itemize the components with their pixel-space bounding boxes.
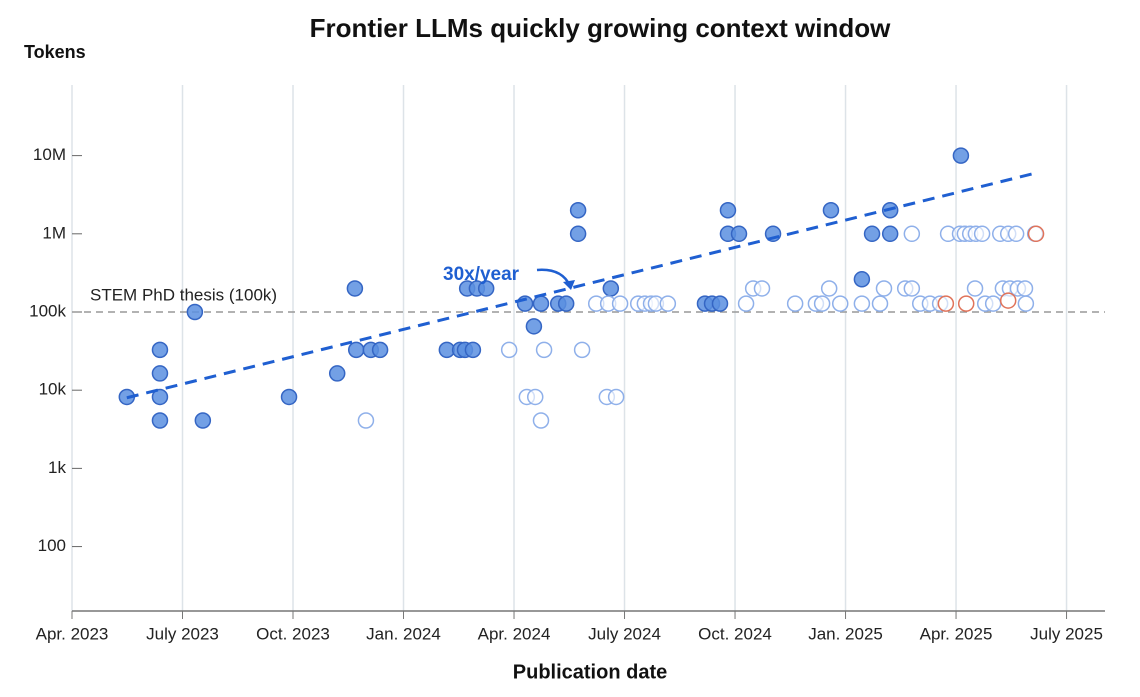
annotation-arrowhead [563, 280, 575, 290]
data-point [464, 341, 482, 359]
y-tick-label: 10k [39, 380, 67, 399]
x-tick-label: Apr. 2024 [478, 624, 551, 643]
data-point [532, 295, 550, 312]
y-tick-label: 10M [33, 145, 66, 164]
data-point [602, 280, 620, 297]
x-tick-label: Apr. 2025 [920, 624, 993, 643]
x-tick-label: Jan. 2024 [366, 624, 441, 643]
y-tick-label: 1k [48, 458, 66, 477]
data-point [871, 295, 889, 312]
data-point [937, 295, 955, 312]
data-point [500, 341, 518, 359]
x-tick-label: Jan. 2025 [808, 624, 883, 643]
x-tick-label: July 2025 [1030, 624, 1103, 643]
data-point [730, 225, 748, 243]
data-point [984, 295, 1002, 312]
data-point [822, 202, 840, 219]
x-axis-label: Publication date [513, 661, 667, 683]
data-point [1016, 280, 1034, 297]
data-point [532, 412, 550, 429]
data-point [659, 295, 677, 312]
data-point [194, 412, 212, 429]
data-point [1007, 225, 1025, 243]
data-point [903, 225, 921, 243]
data-point [477, 280, 495, 297]
data-point [1017, 295, 1035, 312]
data-point [999, 292, 1017, 309]
data-point [813, 295, 831, 312]
y-axis-label: Tokens [24, 42, 86, 62]
data-point [151, 412, 169, 429]
x-tick-label: Apr. 2023 [36, 624, 109, 643]
trend-label: 30x/year [443, 264, 520, 285]
trend-line [126, 171, 1037, 400]
data-point [280, 388, 298, 406]
data-point [711, 295, 729, 312]
data-point [526, 388, 544, 406]
data-point [753, 280, 771, 297]
data-point [863, 225, 881, 243]
data-point [853, 295, 871, 312]
data-point [737, 295, 755, 312]
data-point [346, 280, 364, 297]
data-point [786, 295, 804, 312]
data-point [573, 341, 591, 359]
data-point [151, 341, 169, 359]
data-point [186, 303, 204, 321]
data-point [607, 388, 625, 406]
data-point [151, 388, 169, 406]
data-point [966, 280, 984, 297]
data-point [875, 280, 893, 297]
data-point [371, 341, 389, 359]
data-point [903, 280, 921, 297]
data-point [973, 225, 991, 243]
data-point [1027, 225, 1045, 243]
data-point [525, 318, 543, 335]
data-point [569, 225, 587, 243]
reference-label: STEM PhD thesis (100k) [90, 285, 277, 304]
data-point [611, 295, 629, 312]
y-tick-label: 100k [29, 301, 66, 320]
data-point [853, 271, 871, 288]
x-tick-label: July 2023 [146, 624, 219, 643]
y-tick-label: 1M [42, 223, 66, 242]
data-point [820, 280, 838, 297]
data-point [347, 341, 365, 359]
chart-title: Frontier LLMs quickly growing context wi… [310, 13, 891, 43]
data-point [831, 295, 849, 312]
data-point [535, 341, 553, 359]
x-tick-label: Oct. 2024 [698, 624, 772, 643]
data-point [957, 295, 975, 312]
data-point [569, 202, 587, 219]
y-tick-label: 100 [38, 536, 66, 555]
data-point [357, 412, 375, 429]
x-tick-label: July 2024 [588, 624, 661, 643]
data-point [328, 365, 346, 382]
data-point [151, 365, 169, 382]
data-point [557, 295, 575, 312]
data-point [719, 202, 737, 219]
data-point [881, 225, 899, 243]
data-point [952, 147, 970, 164]
x-tick-label: Oct. 2023 [256, 624, 330, 643]
